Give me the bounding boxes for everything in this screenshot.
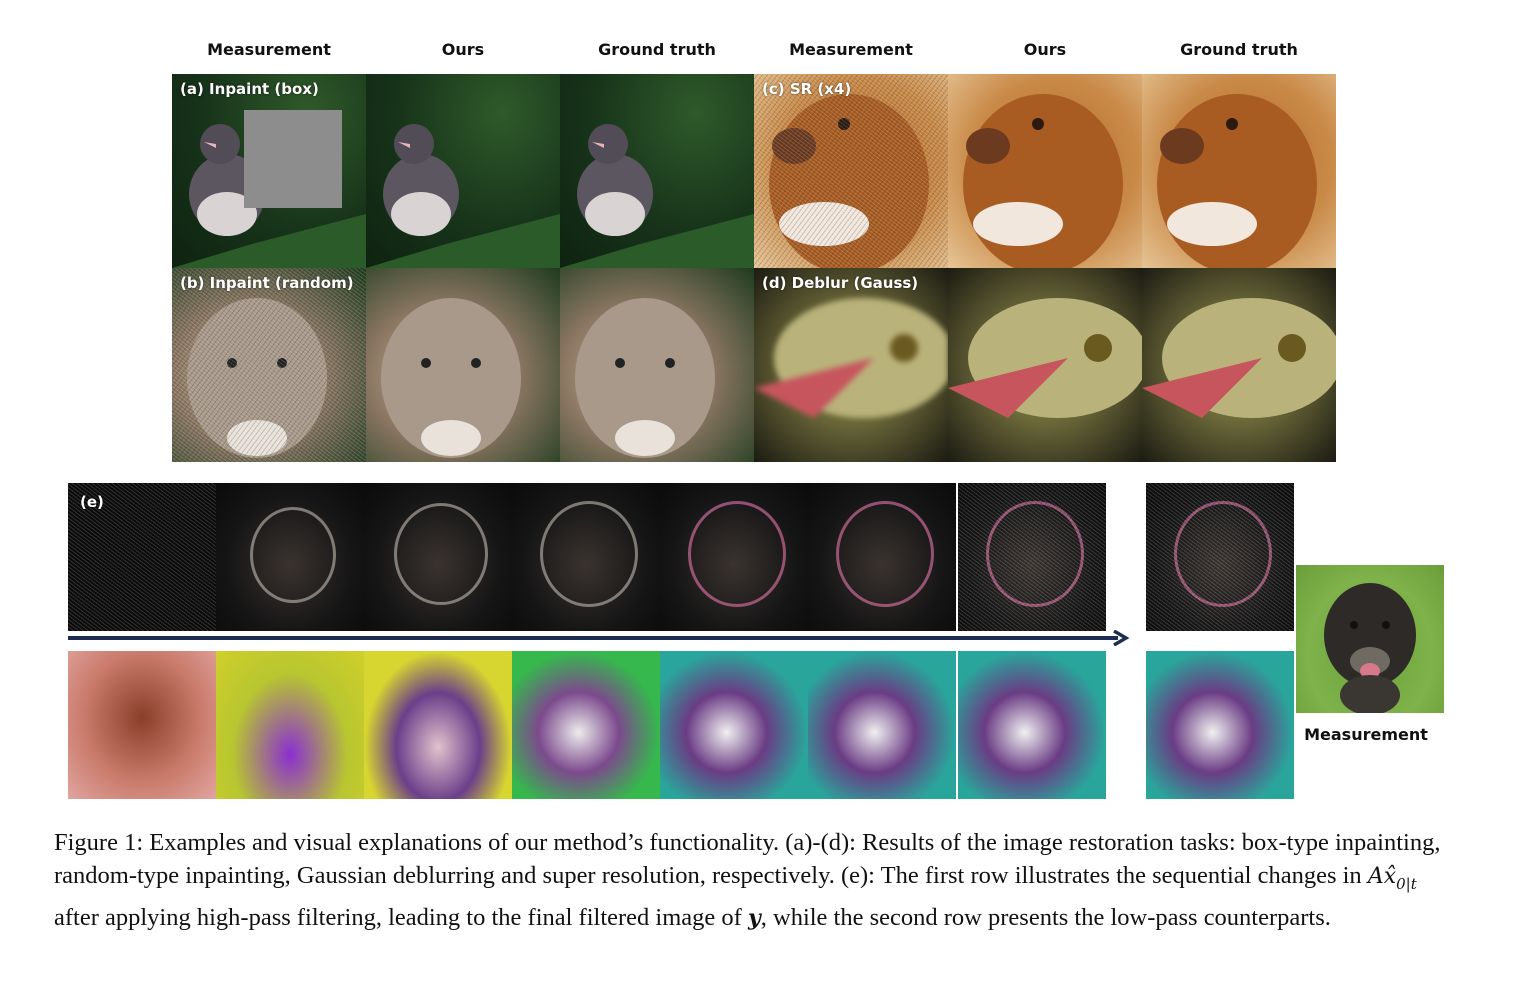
edge-ring: [986, 501, 1084, 607]
noise-texture: [68, 483, 216, 631]
edge-ring: [540, 501, 638, 607]
highpass-step-6: [808, 483, 956, 631]
label-e: (e): [80, 493, 104, 511]
label-inpaint-box: (a) Inpaint (box): [180, 80, 319, 98]
edge-ring: [1174, 501, 1272, 607]
measurement-label: Measurement: [1304, 725, 1428, 744]
dog-ground-truth-image: [1142, 74, 1336, 268]
label-sr-x4: (c) SR (x4): [762, 80, 852, 98]
iguana-figure: [754, 298, 948, 418]
progress-arrow: [68, 630, 1130, 646]
header-measurement-left: Measurement: [207, 40, 331, 59]
edge-ring: [250, 507, 336, 603]
lowpass-step-1: [68, 651, 216, 799]
bird-figure: [560, 124, 754, 268]
header-measurement-right: Measurement: [789, 40, 913, 59]
lowpass-step-2: [216, 651, 364, 799]
iguana-measurement-image: (d) Deblur (Gauss): [754, 268, 948, 462]
bird-ground-truth-image: [560, 74, 754, 268]
noise-texture: [1146, 483, 1294, 631]
caption-math-y: y: [747, 904, 761, 931]
highpass-step-2: [216, 483, 364, 631]
bird-measurement-image: (a) Inpaint (box): [172, 74, 366, 268]
caption-math-ax: Ax̂: [1367, 864, 1397, 889]
label-inpaint-random: (b) Inpaint (random): [180, 274, 354, 292]
iguana-ours-image: [948, 268, 1142, 462]
cougar-figure: [575, 298, 715, 458]
dog-figure: [1324, 583, 1416, 713]
header-ours-left: Ours: [441, 40, 485, 59]
cougar-measurement-image: (b) Inpaint (random): [172, 268, 366, 462]
highpass-step-4: [512, 483, 660, 631]
dog-ours-image: [948, 74, 1142, 268]
lowpass-step-4: [512, 651, 660, 799]
header-ground-truth-left: Ground truth: [598, 40, 716, 59]
cougar-figure: [187, 298, 327, 458]
inpaint-box-mask: [244, 110, 342, 208]
figure-caption: Figure 1: Examples and visual explanatio…: [54, 826, 1460, 935]
lowpass-step-5: [660, 651, 808, 799]
bird-figure: [366, 124, 560, 268]
highpass-step-1: (e): [68, 483, 216, 631]
cougar-ours-image: [366, 268, 560, 462]
dog-figure: [769, 94, 929, 268]
lowpass-final-measurement: [1146, 651, 1294, 799]
header-ground-truth-right: Ground truth: [1180, 40, 1298, 59]
caption-text-part2: after applying high-pass filtering, lead…: [54, 903, 748, 931]
iguana-figure: [948, 298, 1142, 418]
dog-measurement-image: (c) SR (x4): [754, 74, 948, 268]
highpass-step-3: [364, 483, 512, 631]
highpass-step-7: [958, 483, 1106, 631]
edge-ring: [836, 501, 934, 607]
lowpass-step-7: [958, 651, 1106, 799]
measurement-dog-image: [1296, 565, 1444, 713]
cougar-ground-truth-image: [560, 268, 754, 462]
caption-text-part1: Figure 1: Examples and visual explanatio…: [54, 829, 1441, 889]
sr-noise-texture: [754, 74, 948, 268]
lowpass-step-6: [808, 651, 956, 799]
label-deblur-gauss: (d) Deblur (Gauss): [762, 274, 919, 292]
blurred-content: [754, 268, 948, 462]
bird-ours-image: [366, 74, 560, 268]
edge-ring: [394, 503, 488, 605]
highpass-step-5: [660, 483, 808, 631]
header-ours-right: Ours: [1023, 40, 1067, 59]
cougar-figure: [381, 298, 521, 458]
lowpass-step-3: [364, 651, 512, 799]
random-mask-noise: [172, 268, 366, 462]
caption-text-part3: , while the second row presents the low-…: [760, 903, 1331, 931]
highpass-final-measurement: [1146, 483, 1294, 631]
caption-math-sub: 0|t: [1396, 874, 1417, 893]
dog-figure: [1157, 94, 1317, 268]
edge-ring: [688, 501, 786, 607]
noise-texture: [958, 483, 1106, 631]
iguana-figure: [1142, 298, 1336, 418]
dog-figure: [963, 94, 1123, 268]
iguana-ground-truth-image: [1142, 268, 1336, 462]
